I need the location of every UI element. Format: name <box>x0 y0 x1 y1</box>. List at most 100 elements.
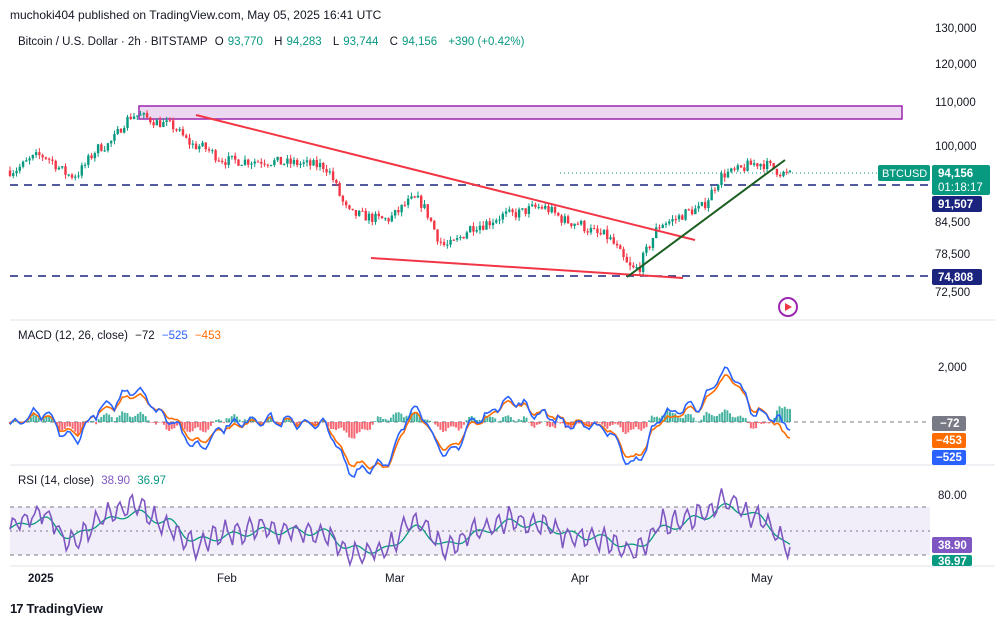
candle-body <box>488 221 491 226</box>
macd-hist-bar <box>614 422 617 424</box>
macd-hist-bar <box>567 422 570 428</box>
candle-body <box>90 155 93 159</box>
candle-body <box>269 164 273 166</box>
macd-hist-bar <box>402 417 405 422</box>
macd-hist-bar <box>640 422 643 431</box>
candle-body <box>322 163 325 169</box>
macd-hist-bar <box>418 415 421 422</box>
ticker-tag-bg <box>878 165 930 181</box>
macd-hist-bar <box>752 422 755 429</box>
candle-body <box>733 168 736 170</box>
macd-hist-bar <box>63 422 66 429</box>
macd-line-tag: −525 <box>936 452 963 464</box>
candle-body <box>256 161 260 163</box>
macd-hist-bar <box>588 422 591 427</box>
macd-hist-bar <box>32 413 35 422</box>
candle-body <box>41 155 44 158</box>
candle-body <box>749 160 753 165</box>
candle-body <box>668 221 671 224</box>
macd-hist-bar <box>530 422 533 427</box>
macd-hist-bar <box>230 416 233 422</box>
macd-hist-bar <box>486 416 489 422</box>
candle-body <box>224 162 227 165</box>
candle-body <box>485 221 488 230</box>
candle-body <box>348 205 351 209</box>
macd-hist-bar <box>170 422 173 430</box>
candle-body <box>690 209 694 215</box>
macd-hist-bar <box>129 416 131 422</box>
candle-body <box>253 161 256 164</box>
macd-hist-bar <box>739 415 742 422</box>
candle-body <box>602 229 606 235</box>
macd-hist-bar <box>202 422 205 432</box>
candle-body <box>599 232 602 235</box>
candle-body <box>171 120 175 130</box>
candle-body <box>220 160 224 163</box>
macd-hist-bar <box>165 422 168 430</box>
macd-hist-bar <box>786 408 789 422</box>
macd-hist-bar <box>392 414 395 422</box>
time-tick: May <box>751 573 773 585</box>
candle-body <box>410 196 413 199</box>
candle-body <box>168 120 172 122</box>
macd-hist-bar <box>105 413 108 422</box>
candle-body <box>119 128 123 133</box>
candle-body <box>292 159 296 164</box>
candle-body <box>70 174 74 178</box>
macd-hist-bar <box>726 410 729 422</box>
candle-body <box>338 183 341 196</box>
macd-hist-bar <box>358 422 361 433</box>
macd-hist-bar <box>327 422 330 427</box>
macd-hist-bar <box>337 422 340 429</box>
candle-body <box>664 223 668 225</box>
macd-hist-bar <box>113 421 116 422</box>
candle-body <box>697 205 700 209</box>
candle-body <box>472 226 475 232</box>
candle-body <box>752 163 756 165</box>
candle-body <box>83 164 87 166</box>
macd-hist-bar <box>700 419 703 422</box>
candle-body <box>537 206 540 208</box>
candle-body <box>743 167 746 171</box>
macd-hist-bar <box>348 422 351 438</box>
rsi-line <box>9 488 791 568</box>
candle-body <box>459 236 462 239</box>
candle-body <box>446 244 449 246</box>
macd-hist-bar <box>635 422 638 427</box>
candle-body <box>681 215 684 220</box>
macd-hist-bar <box>27 420 30 422</box>
rsi-title[interactable]: RSI (14, close) <box>18 475 95 487</box>
candle-body <box>694 208 697 215</box>
tradingview-brand[interactable]: 17 TradingView <box>10 601 103 616</box>
candle-body <box>185 135 188 138</box>
macd-hist-bar <box>499 420 502 422</box>
candle-body <box>769 160 772 163</box>
macd-title[interactable]: MACD (12, 26, close) <box>18 330 128 342</box>
ohlc-close: C 94,156 <box>389 36 438 48</box>
macd-hist-bar <box>736 416 739 422</box>
sparkle-icon[interactable] <box>778 297 798 317</box>
candle-body <box>746 160 749 171</box>
candle-body <box>181 129 185 136</box>
macd-hist-bar <box>136 413 139 422</box>
macd-hist-bar <box>525 417 528 422</box>
macd-hist-bar <box>79 422 82 432</box>
candle-body <box>628 262 632 266</box>
candle-body <box>315 160 318 168</box>
macd-hist-bar <box>37 417 40 422</box>
candle-body <box>530 204 534 207</box>
candle-body <box>44 157 48 159</box>
macd-hist-bar <box>97 419 100 422</box>
candle-body <box>286 158 289 164</box>
ohlc-open: O 93,770 <box>214 36 263 48</box>
macd-hist-bar <box>549 422 551 428</box>
price-tick: 84,500 <box>935 217 970 229</box>
candle-body <box>374 213 377 222</box>
candle-body <box>318 163 322 168</box>
candle-body <box>305 160 309 163</box>
macd-hist-bar <box>622 422 625 433</box>
candles-group <box>8 110 792 277</box>
candle-body <box>592 228 596 230</box>
symbol-title[interactable]: Bitcoin / U.S. Dollar · 2h · BITSTAMP <box>18 36 208 48</box>
